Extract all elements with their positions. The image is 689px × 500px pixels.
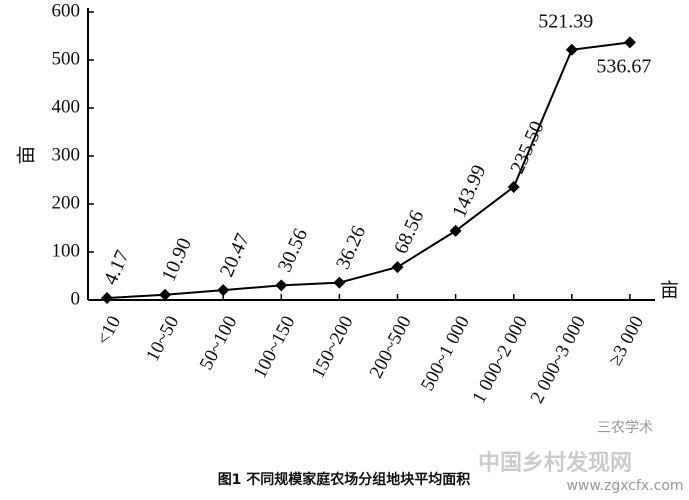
marker xyxy=(159,288,172,301)
y-tick-label: 600 xyxy=(52,0,81,21)
y-tick-label: 500 xyxy=(52,48,81,69)
x-tick-label: <10 xyxy=(93,313,125,349)
value-label: 68.56 xyxy=(390,207,428,257)
marker xyxy=(449,224,462,237)
y-tick-label: 0 xyxy=(71,288,81,309)
watermark: 中国乡村发现网 xyxy=(478,450,632,476)
marker xyxy=(391,261,404,274)
y-tick-label: 400 xyxy=(52,96,81,117)
marker xyxy=(333,276,346,289)
value-label: 143.99 xyxy=(448,162,490,221)
marker xyxy=(101,291,113,304)
marker xyxy=(507,180,520,193)
x-axis-label: 亩 xyxy=(660,279,679,301)
watermark: www.zgxcfx.com xyxy=(566,478,683,494)
value-label: 521.39 xyxy=(538,11,593,33)
x-tick-label: 1 000~2 000 xyxy=(468,313,532,407)
x-tick-label: 100~150 xyxy=(249,313,299,382)
y-tick-label: 100 xyxy=(52,240,81,261)
value-label: 30.56 xyxy=(274,225,312,275)
line xyxy=(106,41,631,299)
value-label: 20.47 xyxy=(216,230,254,280)
marker xyxy=(275,279,288,292)
y-axis-label: 亩 xyxy=(15,145,37,164)
x-tick-label: ≥3 000 xyxy=(605,313,649,370)
value-label: 36.26 xyxy=(332,223,370,273)
y-tick-label: 300 xyxy=(52,144,81,165)
chart-caption: 图1 不同规模家庭农场分组地块平均面积 xyxy=(218,471,471,488)
watermark: 三农学术 xyxy=(597,420,653,436)
x-tick-label: 50~100 xyxy=(196,313,242,374)
x-tick-label: 10~50 xyxy=(142,313,183,365)
x-tick-label: 2 000~3 000 xyxy=(527,313,591,407)
marker xyxy=(623,36,636,49)
value-label: 536.67 xyxy=(596,55,651,77)
value-label: 10.90 xyxy=(158,235,196,285)
x-tick-label: 200~500 xyxy=(366,313,416,382)
x-tick-label: 500~1 000 xyxy=(417,313,474,395)
marker xyxy=(217,284,230,297)
marker xyxy=(565,43,578,56)
x-tick-label: 150~200 xyxy=(308,313,358,382)
value-label: 4.17 xyxy=(99,247,133,288)
y-tick-label: 200 xyxy=(52,192,81,213)
value-label: 235.50 xyxy=(506,118,548,177)
